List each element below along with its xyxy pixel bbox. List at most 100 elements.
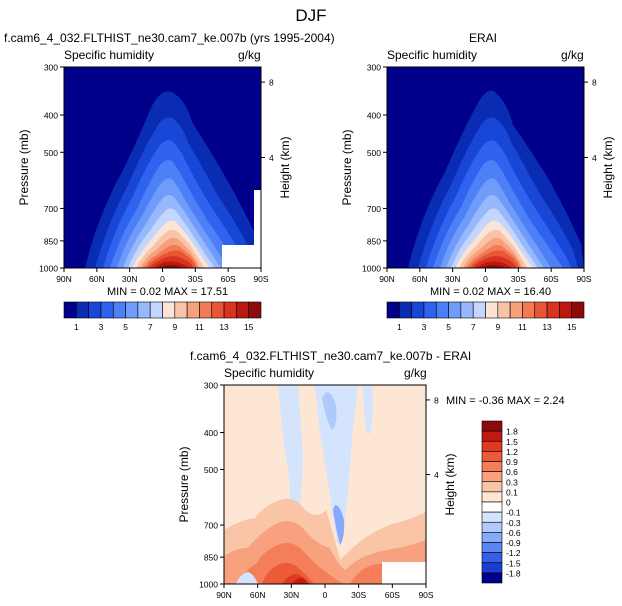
contour-fill-band [480, 265, 507, 268]
colorbar-swatch [149, 301, 163, 319]
panel-units-diff: g/kg [404, 366, 427, 380]
latitude-tick-label: 60N [250, 590, 266, 600]
pressure-tick-label: 700 [367, 204, 381, 214]
colorbar-swatch [76, 301, 89, 319]
latitude-tick-label: 30N [284, 590, 300, 600]
plot-area-obs [386, 66, 585, 269]
y2-axis-title: Height (km) [601, 136, 615, 198]
plot-area-model [63, 66, 262, 269]
colorbar-swatch [448, 301, 462, 319]
terrain-mask [254, 190, 261, 245]
pressure-tick-label: 850 [367, 236, 381, 246]
colorbar-diff: 1.81.51.20.90.60.30.10-0.1-0.3-0.6-0.9-1… [481, 420, 521, 584]
colorbar-label: 1.2 [506, 447, 518, 457]
pressure-tick-label: 1000 [199, 580, 218, 590]
colorbar-swatch [546, 301, 560, 319]
colorbar-swatch [481, 511, 503, 523]
colorbar-swatch [112, 301, 126, 319]
colorbar-label: -1.8 [506, 568, 521, 578]
panel-units-obs: g/kg [561, 48, 584, 62]
colorbar-label: 5 [123, 322, 128, 332]
colorbar-label: -1.5 [506, 558, 521, 568]
panel-variable-obs: Specific humidity [387, 48, 478, 62]
latitude-tick-label: 90S [418, 590, 433, 600]
colorbar-label: 1.8 [506, 427, 518, 437]
panel-stats-model: MIN = 0.02 MAX = 17.51 [107, 286, 229, 298]
colorbar-label: 0.6 [506, 467, 518, 477]
latitude-tick-label: 90N [216, 590, 232, 600]
plot-area-diff [223, 384, 427, 585]
humidity-field-obs [387, 67, 584, 268]
panel-units-model: g/kg [238, 48, 261, 62]
y2-axis-title: Height (km) [278, 136, 292, 198]
colorbar-label: 9 [495, 322, 500, 332]
colorbar-label: 0.9 [506, 457, 518, 467]
terrain-mask [382, 562, 426, 584]
latitude-tick-label: 60N [412, 274, 428, 284]
colorbar-swatch [481, 562, 503, 574]
colorbar-obs: 1 3 5 7 9 11 13 15 [386, 301, 585, 332]
colorbar-swatch [63, 301, 77, 319]
colorbar-swatch [481, 420, 503, 432]
colorbar-label: 3 [422, 322, 427, 332]
latitude-tick-label: 0 [323, 590, 328, 600]
colorbar-label: 9 [172, 322, 177, 332]
contour-fill-band [236, 572, 258, 584]
latitude-tick-label: 0 [160, 274, 165, 284]
colorbar-swatch [174, 301, 188, 319]
pressure-tick-label: 700 [44, 204, 58, 214]
y-axis-title: Pressure (mb) [17, 129, 31, 205]
panel-stats-diff: MIN = -0.36 MAX = 2.24 [446, 395, 565, 407]
colorbar-swatch [481, 532, 503, 543]
colorbar-swatch [88, 301, 102, 319]
colorbar-swatch [497, 301, 511, 319]
pressure-tick-label: 300 [44, 63, 58, 73]
colorbar-swatch [522, 301, 536, 319]
latitude-tick-label: 30N [445, 274, 461, 284]
colorbar-swatch [509, 301, 523, 319]
pressure-tick-label: 700 [204, 521, 218, 531]
colorbar-label: 0 [506, 498, 511, 508]
height-tick-label: 8 [269, 78, 274, 88]
colorbar-swatch [485, 301, 499, 319]
contour-fill-band [278, 385, 303, 521]
colorbar-label: 11 [518, 322, 527, 332]
colorbar-swatch [435, 301, 449, 319]
panel-title-model: f.cam6_4_032.FLTHIST_ne30.cam7_ke.007b (… [4, 31, 335, 45]
latitude-tick-label: 30S [351, 590, 366, 600]
colorbar-swatch [386, 301, 400, 319]
colorbar-label: 0.1 [506, 487, 518, 497]
contour-fill-band [157, 265, 184, 268]
y2-axis-title: Height (km) [443, 453, 457, 515]
latitude-tick-label: 90N [56, 274, 72, 284]
colorbar-swatch [534, 301, 548, 319]
colorbar-swatch [399, 301, 412, 319]
panel-title-diff: f.cam6_4_032.FLTHIST_ne30.cam7_ke.007b -… [190, 349, 472, 363]
panel-stats-obs: MIN = 0.02 MAX = 16.40 [430, 286, 552, 298]
latitude-tick-label: 60S [385, 590, 400, 600]
colorbar-swatch [236, 301, 249, 319]
pressure-tick-label: 400 [367, 111, 381, 121]
colorbar-swatch [481, 521, 503, 533]
contour-fill-band [292, 578, 308, 584]
colorbar-label: 7 [148, 322, 153, 332]
colorbar-swatch [481, 572, 503, 584]
colorbar-label: -0.6 [506, 528, 521, 538]
pressure-tick-label: 1000 [362, 264, 381, 274]
colorbar-swatch [125, 301, 139, 319]
colorbar-swatch [211, 301, 225, 319]
colorbar-swatch [481, 542, 503, 553]
colorbar-swatch [472, 301, 486, 319]
colorbar-swatch [481, 501, 503, 513]
colorbar-swatch [481, 552, 503, 564]
colorbar-label: -0.3 [506, 518, 521, 528]
colorbar-label: 5 [446, 322, 451, 332]
colorbar-label: -0.9 [506, 538, 521, 548]
contour-fill-band [240, 543, 344, 584]
colorbar-swatch [481, 491, 503, 503]
colorbar-swatch [248, 301, 262, 319]
colorbar-swatch [460, 301, 474, 319]
